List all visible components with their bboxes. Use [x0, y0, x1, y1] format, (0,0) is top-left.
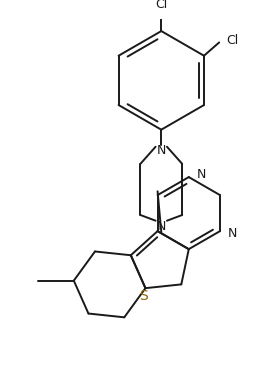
Text: N: N — [228, 228, 237, 240]
Text: S: S — [139, 289, 148, 303]
Text: N: N — [196, 168, 206, 181]
Text: N: N — [157, 144, 166, 157]
Text: Cl: Cl — [226, 34, 239, 47]
Text: N: N — [157, 220, 166, 233]
Text: Cl: Cl — [155, 0, 167, 11]
